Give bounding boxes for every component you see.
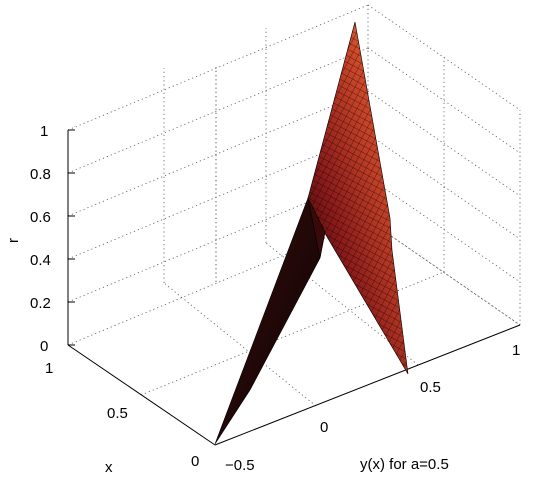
y-tick-label: 0: [320, 419, 328, 436]
axes: [67, 129, 521, 446]
y-axis-line: [214, 324, 521, 446]
x-tick-labels: 0 0.5 1: [45, 360, 199, 470]
grid-lines: [67, 4, 521, 407]
surface-right-mesh: [308, 22, 408, 374]
surface: [214, 21, 409, 445]
x-tick-label: 0.5: [107, 405, 128, 422]
y-axis-label: y(x) for a=0.5: [360, 456, 449, 473]
z-tick-label: 0.4: [30, 252, 51, 269]
z-tick-label: 0.2: [30, 295, 51, 312]
y-tick-label: −0.5: [225, 457, 255, 474]
y-tick-label: 0.5: [420, 379, 441, 396]
grid-line: [367, 90, 521, 197]
z-tick-labels: 0 0.2 0.4 0.6 0.8 1: [30, 123, 51, 355]
z-tick-label: 0: [40, 338, 48, 355]
surface-front-rib: [307, 197, 326, 259]
surface-left-face: [214, 197, 326, 445]
grid-line: [163, 282, 317, 407]
x-axis-label: x: [105, 459, 113, 476]
grid-line: [67, 4, 369, 131]
z-tick-label: 0.6: [30, 209, 51, 226]
z-tick-label: 0.8: [30, 166, 51, 183]
y-tick-labels: −0.5 0 0.5 1: [225, 342, 520, 474]
x-tick-label: 1: [45, 360, 53, 377]
y-tick-label: 1: [512, 342, 520, 359]
x-tick-label: 0: [191, 453, 199, 470]
x-axis-line: [67, 344, 216, 446]
z-tick-label: 1: [40, 123, 48, 140]
grid-line: [265, 242, 419, 366]
z-axis-label: r: [5, 238, 22, 243]
